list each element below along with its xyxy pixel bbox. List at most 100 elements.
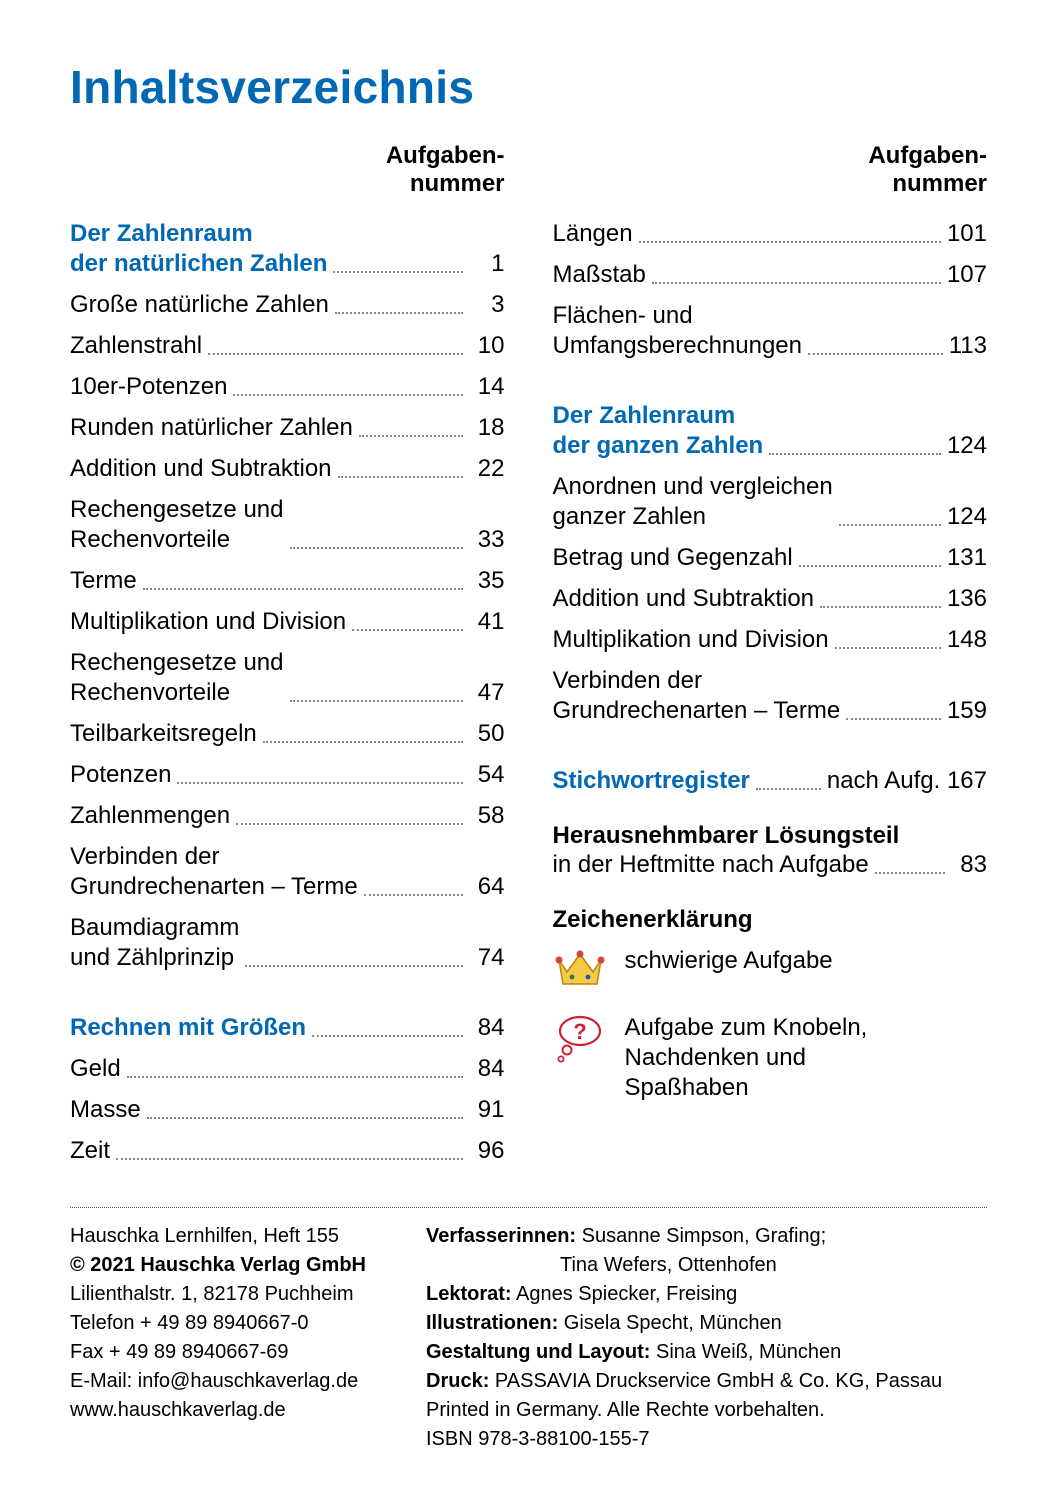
dots — [799, 565, 941, 567]
credit-illustrationen: Illustrationen: Gisela Specht, München — [426, 1309, 987, 1338]
dots — [839, 524, 941, 526]
toc-row: Verbinden derGrundrechenarten – Terme 159 — [553, 666, 988, 726]
toc-row: Teilbarkeitsregeln50 — [70, 719, 505, 749]
dots — [177, 782, 462, 784]
credit-label: Druck: — [426, 1370, 489, 1392]
toc-item-label: Multiplikation und Division — [553, 625, 829, 655]
dots — [835, 647, 941, 649]
toc-item-label: Flächen- undUmfangsberechnungen — [553, 301, 803, 361]
toc-item-label: Maßstab — [553, 260, 646, 290]
dots — [116, 1158, 462, 1160]
imprint-line: Lilienthalstr. 1, 82178 Puchheim — [70, 1280, 366, 1309]
col-header-l1: Aufgaben- — [868, 142, 987, 169]
imprint-line: www.hauschkaverlag.de — [70, 1396, 366, 1425]
crown-icon — [553, 946, 607, 995]
toc-item-label: Runden natürlicher Zahlen — [70, 413, 353, 443]
credit-printed: Printed in Germany. Alle Rechte vorbehal… — [426, 1396, 987, 1425]
page-title: Inhaltsverzeichnis — [70, 60, 987, 114]
toc-item-label: Zahlenmengen — [70, 801, 230, 831]
toc-row: Masse91 — [70, 1095, 505, 1125]
toc-row: 10er-Potenzen14 — [70, 372, 505, 402]
toc-number: 159 — [947, 696, 987, 726]
solution-line: in der Heftmitte nach Aufgabe — [553, 850, 869, 880]
toc-row: Anordnen und vergleichenganzer Zahlen124 — [553, 472, 988, 532]
dots — [846, 718, 941, 720]
toc-row: Maßstab 107 — [553, 260, 988, 290]
toc-row: Rechnen mit Größen84 — [70, 1013, 505, 1043]
dots — [127, 1076, 463, 1078]
toc-row: Der Zahlenraumder ganzen Zahlen 124 — [553, 401, 988, 461]
toc-item-label: Zahlenstrahl — [70, 331, 202, 361]
credit-isbn: ISBN 978-3-88100-155-7 — [426, 1425, 987, 1454]
toc-list-left: Der Zahlenraumder natürlichen Zahlen 1 Gro… — [70, 219, 505, 1166]
toc-number: 35 — [469, 566, 505, 596]
toc-item-label: Geld — [70, 1054, 121, 1084]
toc-number: 41 — [469, 607, 505, 637]
toc-item-label: Verbinden derGrundrechenarten – Terme — [70, 842, 358, 902]
imprint: Hauschka Lernhilfen, Heft 155© 2021 Haus… — [70, 1222, 987, 1454]
imprint-line: Telefon + 49 89 8940667-0 — [70, 1309, 366, 1338]
toc-number: 47 — [469, 678, 505, 708]
toc-row: Zahlenmengen 58 — [70, 801, 505, 831]
toc-row: Flächen- undUmfangsberechnungen113 — [553, 301, 988, 361]
toc-row: Verbinden derGrundrechenarten – Terme64 — [70, 842, 505, 902]
toc-row: Rechengesetze undRechenvorteile 33 — [70, 495, 505, 555]
toc-number: 3 — [469, 290, 505, 320]
toc-column-right: Aufgaben- nummer Längen101Maßstab107Fläc… — [553, 142, 988, 1177]
toc-item-label: Betrag und Gegenzahl — [553, 543, 793, 573]
toc-number: 58 — [469, 801, 505, 831]
dots — [335, 312, 463, 314]
imprint-line: © 2021 Hauschka Verlag GmbH — [70, 1251, 366, 1280]
toc-row: Multiplikation und Division41 — [70, 607, 505, 637]
column-header-right: Aufgaben- nummer — [553, 142, 988, 197]
dots — [769, 453, 941, 455]
dots — [147, 1117, 463, 1119]
dots — [263, 741, 463, 743]
toc-row: Große natürliche Zahlen 3 — [70, 290, 505, 320]
toc-number: 18 — [469, 413, 505, 443]
toc-number: 131 — [947, 543, 987, 573]
toc-list-right: Längen101Maßstab107Flächen- undUmfangsbe… — [553, 219, 988, 796]
dots — [290, 547, 463, 549]
toc-number: 124 — [947, 431, 987, 461]
solution-row: in der Heftmitte nach Aufgabe 83 — [553, 850, 988, 880]
credit-label: Gestaltung und Layout: — [426, 1341, 650, 1363]
dots — [652, 282, 941, 284]
toc-row: Addition und Subtraktion22 — [70, 454, 505, 484]
toc-number: 124 — [947, 502, 987, 532]
toc-number: 1 — [469, 249, 505, 279]
toc-number: 101 — [947, 219, 987, 249]
toc-number: nach Aufg. 167 — [827, 766, 987, 796]
dots — [143, 588, 463, 590]
credit-verfasserinnen: Verfasserinnen: Susanne Simpson, Grafing… — [426, 1222, 987, 1251]
dots — [338, 476, 463, 478]
toc-item-label: Verbinden derGrundrechenarten – Terme — [553, 666, 841, 726]
toc-item-label: Große natürliche Zahlen — [70, 290, 329, 320]
credit-value: Gisela Specht, München — [564, 1312, 782, 1334]
toc-section-label: Der Zahlenraumder natürlichen Zahlen — [70, 219, 327, 279]
dots — [245, 965, 462, 967]
credit-label: Verfasserinnen: — [426, 1225, 576, 1247]
dots — [290, 700, 463, 702]
toc-row: Betrag und Gegenzahl 131 — [553, 543, 988, 573]
dots — [236, 823, 462, 825]
credit-value: Agnes Spiecker, Freising — [516, 1283, 737, 1305]
toc-row: Addition und Subtraktion136 — [553, 584, 988, 614]
toc-item-label: Terme — [70, 566, 137, 596]
credit-label: Lektorat: — [426, 1283, 512, 1305]
toc-row: Zeit96 — [70, 1136, 505, 1166]
solution-block: Herausnehmbarer Lösungsteil in der Heftm… — [553, 822, 988, 880]
toc-number: 136 — [947, 584, 987, 614]
toc-section-label: Rechnen mit Größen — [70, 1013, 306, 1043]
toc-number: 107 — [947, 260, 987, 290]
dots — [820, 606, 941, 608]
toc-number: 96 — [469, 1136, 505, 1166]
toc-section-label: Der Zahlenraumder ganzen Zahlen — [553, 401, 764, 461]
toc-number: 33 — [469, 525, 505, 555]
credit-value: Susanne Simpson, Grafing; — [582, 1225, 827, 1247]
dots — [333, 271, 462, 273]
dots — [359, 435, 463, 437]
toc-number: 50 — [469, 719, 505, 749]
toc-item-label: Rechengesetze undRechenvorteile — [70, 495, 284, 555]
credit-verfasserinnen-2: Tina Wefers, Ottenhofen — [426, 1251, 987, 1280]
